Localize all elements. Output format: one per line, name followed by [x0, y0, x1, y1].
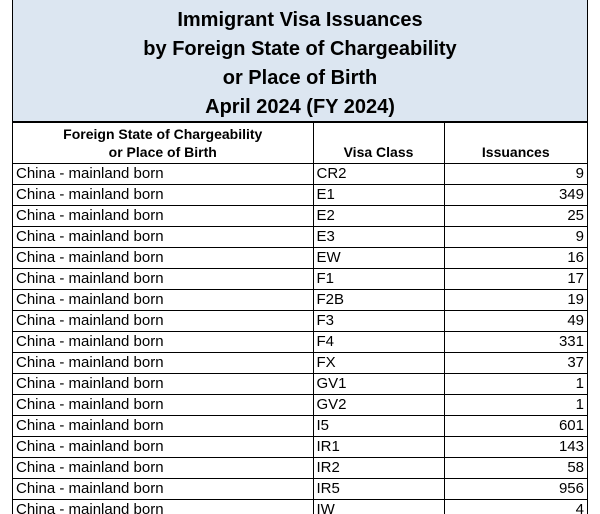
- table-header-row: Foreign State of Chargeability or Place …: [13, 123, 587, 164]
- cell-visa-class: EW: [313, 247, 445, 269]
- cell-issuances: 4: [444, 499, 587, 514]
- table-row: China - mainland born CR2 9: [13, 163, 587, 185]
- cell-issuances: 9: [444, 163, 587, 185]
- table-row: China - mainland born IR1 143: [13, 436, 587, 458]
- report-sheet: Immigrant Visa Issuances by Foreign Stat…: [12, 0, 588, 514]
- table-row: China - mainland born IW 4: [13, 499, 587, 514]
- cell-foreign-state: China - mainland born: [13, 205, 314, 227]
- table-row: China - mainland born F2B 19: [13, 289, 587, 311]
- cell-foreign-state: China - mainland born: [13, 499, 314, 514]
- table-row: China - mainland born E3 9: [13, 226, 587, 248]
- table-row: China - mainland born GV2 1: [13, 394, 587, 416]
- table-row: China - mainland born F1 17: [13, 268, 587, 290]
- header-foreign-state: Foreign State of Chargeability or Place …: [13, 123, 314, 164]
- cell-visa-class: E2: [313, 205, 445, 227]
- cell-issuances: 1: [444, 394, 587, 416]
- cell-foreign-state: China - mainland born: [13, 289, 314, 311]
- cell-visa-class: E1: [313, 184, 445, 206]
- cell-visa-class: E3: [313, 226, 445, 248]
- cell-visa-class: FX: [313, 352, 445, 374]
- cell-visa-class: F2B: [313, 289, 445, 311]
- header-foreign-state-line-2: or Place of Birth: [108, 143, 217, 160]
- cell-issuances: 25: [444, 205, 587, 227]
- cell-issuances: 17: [444, 268, 587, 290]
- cell-issuances: 9: [444, 226, 587, 248]
- cell-foreign-state: China - mainland born: [13, 478, 314, 500]
- cell-foreign-state: China - mainland born: [13, 247, 314, 269]
- cell-issuances: 1: [444, 373, 587, 395]
- table-row: China - mainland born I5 601: [13, 415, 587, 437]
- cell-visa-class: GV1: [313, 373, 445, 395]
- cell-issuances: 58: [444, 457, 587, 479]
- cell-visa-class: F4: [313, 331, 445, 353]
- cell-foreign-state: China - mainland born: [13, 331, 314, 353]
- report-title-line-1: Immigrant Visa Issuances: [177, 9, 423, 31]
- cell-visa-class: GV2: [313, 394, 445, 416]
- cell-issuances: 37: [444, 352, 587, 374]
- cell-issuances: 601: [444, 415, 587, 437]
- report-title-line-2: by Foreign State of Chargeability: [143, 38, 457, 60]
- table-body: China - mainland born CR2 9 China - mainlan…: [13, 163, 587, 514]
- table-row: China - mainland born E1 349: [13, 184, 587, 206]
- cell-issuances: 49: [444, 310, 587, 332]
- report-title-line-3: or Place of Birth: [222, 67, 378, 89]
- cell-foreign-state: China - mainland born: [13, 352, 314, 374]
- cell-visa-class: IR1: [313, 436, 445, 458]
- cell-issuances: 349: [444, 184, 587, 206]
- cell-foreign-state: China - mainland born: [13, 415, 314, 437]
- cell-foreign-state: China - mainland born: [13, 310, 314, 332]
- cell-foreign-state: China - mainland born: [13, 226, 314, 248]
- cell-foreign-state: China - mainland born: [13, 163, 314, 185]
- cell-visa-class: F3: [313, 310, 445, 332]
- table-row: China - mainland born E2 25: [13, 205, 587, 227]
- table-row: China - mainland born IR2 58: [13, 457, 587, 479]
- cell-visa-class: CR2: [313, 163, 445, 185]
- report-title-block: Immigrant Visa Issuances by Foreign Stat…: [13, 0, 587, 123]
- cell-foreign-state: China - mainland born: [13, 457, 314, 479]
- header-issuances: Issuances: [444, 123, 587, 164]
- table-row: China - mainland born EW 16: [13, 247, 587, 269]
- table-row: China - mainland born F3 49: [13, 310, 587, 332]
- cell-issuances: 956: [444, 478, 587, 500]
- header-foreign-state-line-1: Foreign State of Chargeability: [63, 125, 263, 142]
- cell-visa-class: IR2: [313, 457, 445, 479]
- cell-issuances: 19: [444, 289, 587, 311]
- table-row: China - mainland born FX 37: [13, 352, 587, 374]
- cell-visa-class: I5: [313, 415, 445, 437]
- report-period: April 2024 (FY 2024): [205, 96, 395, 118]
- cell-issuances: 143: [444, 436, 587, 458]
- cell-foreign-state: China - mainland born: [13, 436, 314, 458]
- cell-visa-class: IR5: [313, 478, 445, 500]
- cell-issuances: 16: [444, 247, 587, 269]
- issuances-table: Foreign State of Chargeability or Place …: [13, 123, 587, 514]
- table-row: China - mainland born F4 331: [13, 331, 587, 353]
- cell-issuances: 331: [444, 331, 587, 353]
- cell-visa-class: F1: [313, 268, 445, 290]
- table-row: China - mainland born GV1 1: [13, 373, 587, 395]
- cell-visa-class: IW: [313, 499, 445, 514]
- header-visa-class: Visa Class: [313, 123, 445, 164]
- cell-foreign-state: China - mainland born: [13, 268, 314, 290]
- table-row: China - mainland born IR5 956: [13, 478, 587, 500]
- cell-foreign-state: China - mainland born: [13, 394, 314, 416]
- cell-foreign-state: China - mainland born: [13, 184, 314, 206]
- cell-foreign-state: China - mainland born: [13, 373, 314, 395]
